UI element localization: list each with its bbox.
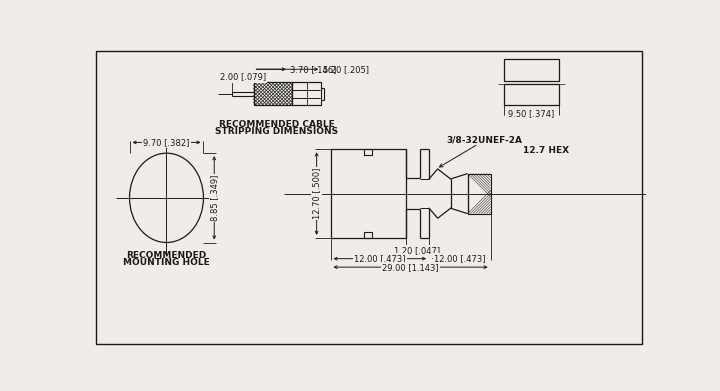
Text: 8.85 [.349]: 8.85 [.349] xyxy=(210,175,219,221)
Bar xyxy=(330,149,406,238)
Text: 12.7 HEX: 12.7 HEX xyxy=(523,146,569,155)
Bar xyxy=(364,149,372,156)
Text: RECOMMENDED CABLE: RECOMMENDED CABLE xyxy=(219,120,335,129)
Text: 5.20 [.205]: 5.20 [.205] xyxy=(323,65,369,74)
Text: 9.50 [.374]: 9.50 [.374] xyxy=(508,109,554,118)
Bar xyxy=(504,84,559,106)
Text: MOUNTING HOLE: MOUNTING HOLE xyxy=(123,258,210,267)
Text: RECOMMENDED: RECOMMENDED xyxy=(127,251,207,260)
Text: 12.70 [.500]: 12.70 [.500] xyxy=(312,168,321,219)
Text: STRIPPING DIMENSIONS: STRIPPING DIMENSIONS xyxy=(215,127,338,136)
Text: 12.00 [.473]: 12.00 [.473] xyxy=(354,254,405,263)
Bar xyxy=(364,232,372,238)
Bar xyxy=(253,83,292,106)
Text: 1.20 [.047]: 1.20 [.047] xyxy=(395,246,441,255)
Text: 3.70 [.146]: 3.70 [.146] xyxy=(290,65,337,74)
Bar xyxy=(504,59,559,81)
Text: 12.00 [.473]: 12.00 [.473] xyxy=(434,254,485,263)
Text: 2.00 [.079]: 2.00 [.079] xyxy=(220,72,266,81)
Bar xyxy=(467,174,490,213)
Text: 3/8-32UNEF-2A: 3/8-32UNEF-2A xyxy=(446,136,523,145)
Text: 9.70 [.382]: 9.70 [.382] xyxy=(143,138,189,147)
Bar xyxy=(292,83,321,106)
Text: 29.00 [1.143]: 29.00 [1.143] xyxy=(382,263,439,272)
